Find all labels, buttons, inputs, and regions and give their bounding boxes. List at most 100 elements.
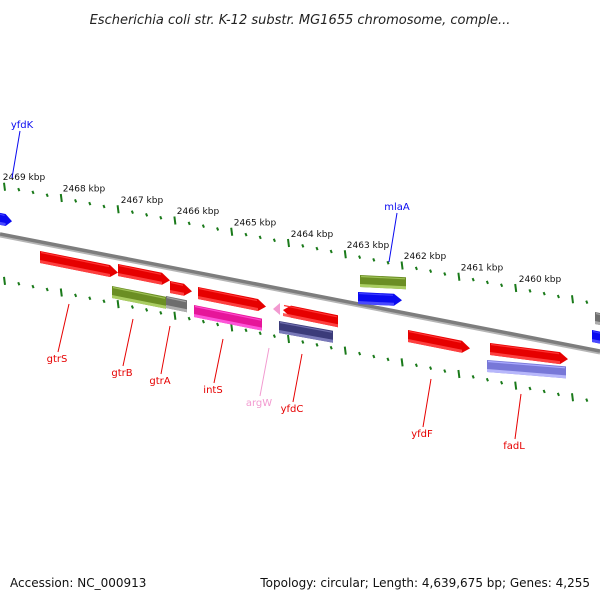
bottom-track-tick xyxy=(258,331,262,336)
gene-label-gtrA[interactable]: gtrA xyxy=(149,376,170,387)
bottom-track-tick xyxy=(216,322,220,327)
scale-ticks-top xyxy=(3,182,589,304)
bottom-track-tick xyxy=(500,380,504,385)
bottom-track-tick xyxy=(358,351,362,356)
accession-text: Accession: NC_000913 xyxy=(10,576,147,590)
bottom-track-tick xyxy=(187,316,191,321)
scale-ticks-bottom xyxy=(3,276,589,403)
bottom-track-tick xyxy=(343,346,347,355)
feature-yfdC-navy xyxy=(279,321,333,343)
feature-gtrA-gray xyxy=(166,296,187,313)
bottom-track-tick xyxy=(329,345,333,350)
top-track-tick xyxy=(31,190,35,195)
bottom-track-tick xyxy=(102,299,106,304)
gene-leader-fadL xyxy=(514,393,522,440)
backbone-line xyxy=(0,232,600,353)
top-track-tick xyxy=(400,261,404,270)
bottom-track-tick xyxy=(571,393,574,402)
top-track-tick xyxy=(301,243,305,248)
gene-leader-yfdK xyxy=(11,130,21,179)
bottom-track-tick xyxy=(116,299,120,309)
bottom-track-tick xyxy=(45,287,49,292)
bottom-track-tick xyxy=(471,375,475,379)
bottom-track-tick xyxy=(386,357,390,362)
top-track-tick xyxy=(329,249,333,254)
bottom-track-tick xyxy=(372,354,376,359)
scale-tick-label: 2467 kbp xyxy=(121,196,164,206)
bottom-track-tick xyxy=(528,386,532,391)
backbone-shadow xyxy=(0,234,600,355)
feature-layer xyxy=(0,212,600,379)
bottom-track-tick xyxy=(287,334,290,344)
scale-tick-label: 2461 kbp xyxy=(461,263,504,273)
chromosome-backbone xyxy=(0,232,600,355)
top-track-tick xyxy=(3,182,6,191)
top-track-tick xyxy=(187,221,191,226)
scale-tick-label: 2463 kbp xyxy=(347,241,390,251)
gene-leader-yfdF xyxy=(422,378,432,428)
bottom-track-tick xyxy=(88,296,92,301)
top-track-tick xyxy=(315,246,319,251)
scale-tick-label: 2464 kbp xyxy=(291,230,334,240)
bottom-track-tick xyxy=(400,358,404,367)
gene-label-yfdK[interactable]: yfdK xyxy=(11,120,34,131)
feature-intS xyxy=(194,305,262,331)
feature-yfdK xyxy=(0,212,12,226)
top-track-tick xyxy=(244,232,248,237)
gene-label-yfdC[interactable]: yfdC xyxy=(281,404,304,415)
scale-tick-label: 2460 kbp xyxy=(519,275,562,285)
gene-label-yfdF[interactable]: yfdF xyxy=(411,429,433,440)
gene-label-argW[interactable]: argW xyxy=(246,398,272,409)
top-track-tick xyxy=(159,215,163,220)
feature-mlaA xyxy=(358,292,402,306)
bottom-track-tick xyxy=(485,377,489,382)
bottom-track-tick xyxy=(31,284,35,289)
top-track-tick xyxy=(272,238,276,243)
bottom-track-tick xyxy=(443,369,447,373)
gene-label-gtrB[interactable]: gtrB xyxy=(111,368,132,379)
top-track-tick xyxy=(216,227,220,231)
gene-label-intS[interactable]: intS xyxy=(203,385,222,396)
top-track-tick xyxy=(585,300,589,304)
top-track-tick xyxy=(372,258,376,262)
bottom-track-tick xyxy=(145,308,149,312)
map-title: Escherichia coli str. K-12 substr. MG165… xyxy=(90,13,511,28)
top-track-tick xyxy=(201,224,205,229)
bottom-track-tick xyxy=(585,398,589,403)
scale-tick-label: 2469 kbp xyxy=(3,173,46,183)
bottom-track-tick xyxy=(429,366,433,371)
top-track-tick xyxy=(343,250,347,259)
feature-argW xyxy=(273,303,280,315)
feature-fadL xyxy=(490,343,568,365)
top-track-tick xyxy=(173,216,177,225)
feature-mlaA-olive xyxy=(360,275,406,290)
top-track-tick xyxy=(485,280,489,285)
gene-leader-mlaA xyxy=(388,212,398,263)
bottom-track-tick xyxy=(315,342,319,347)
gene-label-gtrS[interactable]: gtrS xyxy=(47,354,68,365)
top-track-tick xyxy=(74,198,78,203)
top-track-tick xyxy=(386,260,390,265)
top-track-tick xyxy=(528,288,532,293)
gene-label-mlaA[interactable]: mlaA xyxy=(384,202,410,213)
bottom-track-tick xyxy=(457,369,461,379)
bottom-track-tick xyxy=(414,363,418,368)
scale-tick-label: 2466 kbp xyxy=(177,207,220,217)
gene-label-fadL[interactable]: fadL xyxy=(503,441,525,452)
gene-leader-gtrA xyxy=(160,325,171,375)
top-track-tick xyxy=(429,269,433,274)
bottom-track-tick xyxy=(272,334,276,339)
bottom-track-tick xyxy=(130,305,134,309)
top-track-tick xyxy=(59,193,63,203)
feature-intS-red xyxy=(198,287,266,311)
top-track-tick xyxy=(443,272,447,276)
top-track-tick xyxy=(45,193,49,198)
scale-tick-label: 2462 kbp xyxy=(404,252,447,262)
bottom-track-tick xyxy=(301,340,305,344)
scale-tick-labels: 2469 kbp 2468 kbp 2467 kbp 2466 kbp 2465 kbp… xyxy=(3,173,562,285)
bottom-track-tick xyxy=(74,293,78,298)
gene-leader-intS xyxy=(213,338,224,384)
feature-yfdF xyxy=(408,330,470,353)
top-track-tick xyxy=(258,235,262,240)
